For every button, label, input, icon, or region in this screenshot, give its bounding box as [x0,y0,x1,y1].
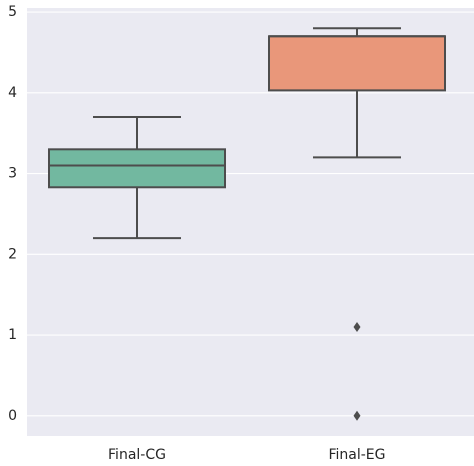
box [48,148,226,189]
y-tick-label: 1 [8,327,17,343]
y-tick-label: 3 [8,166,17,182]
box [268,35,446,92]
y-tick-label: 4 [8,85,17,101]
x-tick-label: Final-EG [328,447,385,463]
y-tick-label: 5 [8,4,17,20]
outlier [353,410,361,421]
y-tick-label: 0 [8,408,17,424]
outlier [353,321,361,332]
x-tick-label: Final-CG [108,447,166,463]
y-tick-label: 2 [8,246,17,262]
